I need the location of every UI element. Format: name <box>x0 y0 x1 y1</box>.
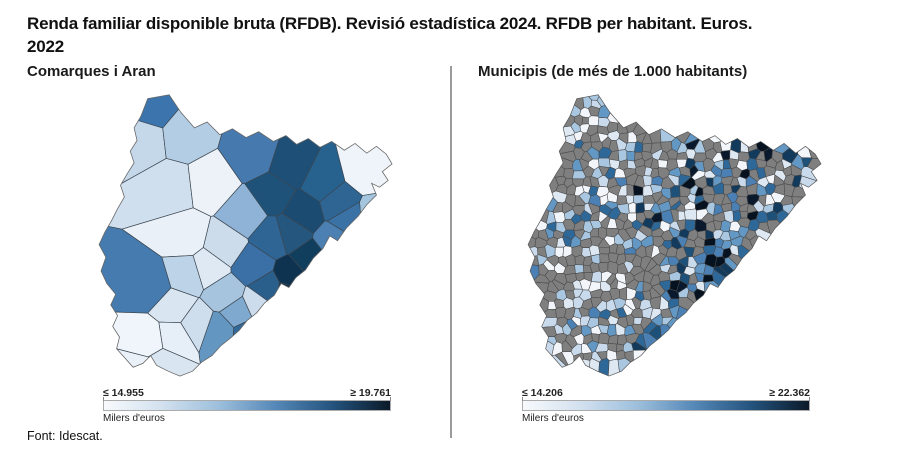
comarca-region[interactable] <box>288 283 397 378</box>
municipality-region[interactable] <box>795 123 812 159</box>
municipality-region[interactable] <box>651 175 664 186</box>
municipality-region[interactable] <box>740 86 778 152</box>
municipality-region[interactable] <box>676 86 721 144</box>
municipality-region[interactable] <box>606 324 617 337</box>
municipality-region[interactable] <box>787 86 833 161</box>
municipality-region[interactable] <box>521 86 582 118</box>
municipality-region[interactable] <box>739 210 749 219</box>
municipality-region[interactable] <box>626 183 635 196</box>
municipality-region[interactable] <box>684 208 697 221</box>
municipality-region[interactable] <box>642 175 653 187</box>
municipality-region[interactable] <box>642 332 678 374</box>
municipality-region[interactable] <box>730 113 742 154</box>
municipality-region[interactable] <box>724 256 833 365</box>
municipality-region[interactable] <box>697 86 759 144</box>
municipality-region[interactable] <box>712 269 833 378</box>
municipality-region[interactable] <box>598 332 610 345</box>
municipality-region[interactable] <box>521 142 565 178</box>
municipality-region[interactable] <box>624 141 637 153</box>
chart-title: Renda familiar disponible bruta (RFDB). … <box>27 13 893 58</box>
municipality-region[interactable] <box>521 255 540 266</box>
subtitle-comarques: Comarques i Aran <box>27 63 156 80</box>
municipality-region[interactable] <box>632 86 662 137</box>
municipality-region[interactable] <box>766 219 833 321</box>
map-municipis[interactable] <box>521 86 833 378</box>
chart-title-line2: 2022 <box>27 36 65 56</box>
municipality-region[interactable] <box>628 202 637 214</box>
municipality-region[interactable] <box>574 264 585 274</box>
legend-municipis-max-label: ≥ 22.362 <box>769 387 810 399</box>
legend-municipis-unit-label: Milers d'euros <box>522 413 584 424</box>
municipality-region[interactable] <box>599 253 610 264</box>
municipality-region[interactable] <box>540 86 585 111</box>
comarca-region[interactable] <box>359 187 404 295</box>
municipality-region[interactable] <box>581 116 589 125</box>
municipality-region[interactable] <box>615 244 626 255</box>
municipality-region[interactable] <box>572 358 591 378</box>
municipality-region[interactable] <box>521 192 558 213</box>
municipality-region[interactable] <box>728 253 807 330</box>
comarca-region[interactable] <box>261 297 315 378</box>
comarca-region[interactable] <box>276 282 299 309</box>
municipality-region[interactable] <box>740 86 758 153</box>
chart-title-line1: Renda familiar disponible bruta (RFDB). … <box>27 14 753 33</box>
municipality-region[interactable] <box>749 235 833 361</box>
legend-comarques-gradient-bar <box>103 397 391 411</box>
legend-comarques-unit-label: Milers d'euros <box>103 413 165 424</box>
municipality-region[interactable] <box>719 262 817 346</box>
legend-municipis: ≤ 14.206 ≥ 22.362 Milers d'euros <box>522 387 810 424</box>
municipality-region[interactable] <box>626 150 636 162</box>
municipality-region[interactable] <box>703 280 829 378</box>
municipality-region[interactable] <box>598 247 610 255</box>
municipality-region[interactable] <box>737 244 833 364</box>
municipality-region[interactable] <box>521 154 559 195</box>
municipality-region[interactable] <box>659 324 734 378</box>
comarca-region[interactable] <box>308 258 404 378</box>
municipality-region[interactable] <box>770 86 814 155</box>
panel-divider <box>450 66 452 438</box>
municipality-region[interactable] <box>666 317 775 378</box>
municipality-region-boundary <box>527 94 822 377</box>
municipality-region[interactable] <box>608 334 619 345</box>
map-comarques[interactable] <box>92 86 404 378</box>
municipality-region[interactable] <box>776 209 833 285</box>
municipality-region[interactable] <box>521 212 540 240</box>
municipality-region[interactable] <box>553 298 565 309</box>
legend-comarques: ≤ 14.955 ≥ 19.761 Milers d'euros <box>103 387 391 424</box>
legend-municipis-min-label: ≤ 14.206 <box>522 387 563 399</box>
municipality-region[interactable] <box>677 210 686 221</box>
municipality-region[interactable] <box>607 86 643 124</box>
municipality-region[interactable] <box>657 159 668 169</box>
municipality-region[interactable] <box>798 175 833 206</box>
municipality-region[interactable] <box>754 228 804 280</box>
municipality-region[interactable] <box>537 309 557 318</box>
municipality-region[interactable] <box>647 102 662 144</box>
subtitle-municipis: Municipis (de més de 1.000 habitants) <box>478 63 748 80</box>
municipality-region[interactable] <box>591 270 602 283</box>
municipality-region[interactable] <box>635 202 645 214</box>
municipality-region[interactable] <box>553 211 566 223</box>
municipality-region[interactable] <box>521 326 557 338</box>
comarca-region[interactable] <box>229 318 317 378</box>
municipality-region[interactable] <box>574 254 585 266</box>
municipality-region[interactable] <box>521 190 550 224</box>
municipality-region[interactable] <box>588 115 600 126</box>
comarca-region[interactable] <box>92 310 164 358</box>
legend-municipis-gradient-bar <box>522 397 810 411</box>
municipality-region[interactable] <box>632 349 691 378</box>
source-note: Font: Idescat. <box>27 429 103 443</box>
municipality-region[interactable] <box>791 196 833 262</box>
comarca-region-boundary <box>98 94 393 377</box>
municipality-region[interactable] <box>670 185 681 198</box>
legend-comarques-max-label: ≥ 19.761 <box>350 387 391 399</box>
legend-comarques-min-label: ≤ 14.955 <box>103 387 144 399</box>
municipality-region[interactable] <box>676 305 782 378</box>
municipality-region[interactable] <box>755 158 767 169</box>
municipality-region[interactable] <box>634 141 644 153</box>
municipality-region[interactable] <box>720 219 731 232</box>
municipality-region[interactable] <box>596 86 648 107</box>
municipality-region[interactable] <box>588 358 600 378</box>
